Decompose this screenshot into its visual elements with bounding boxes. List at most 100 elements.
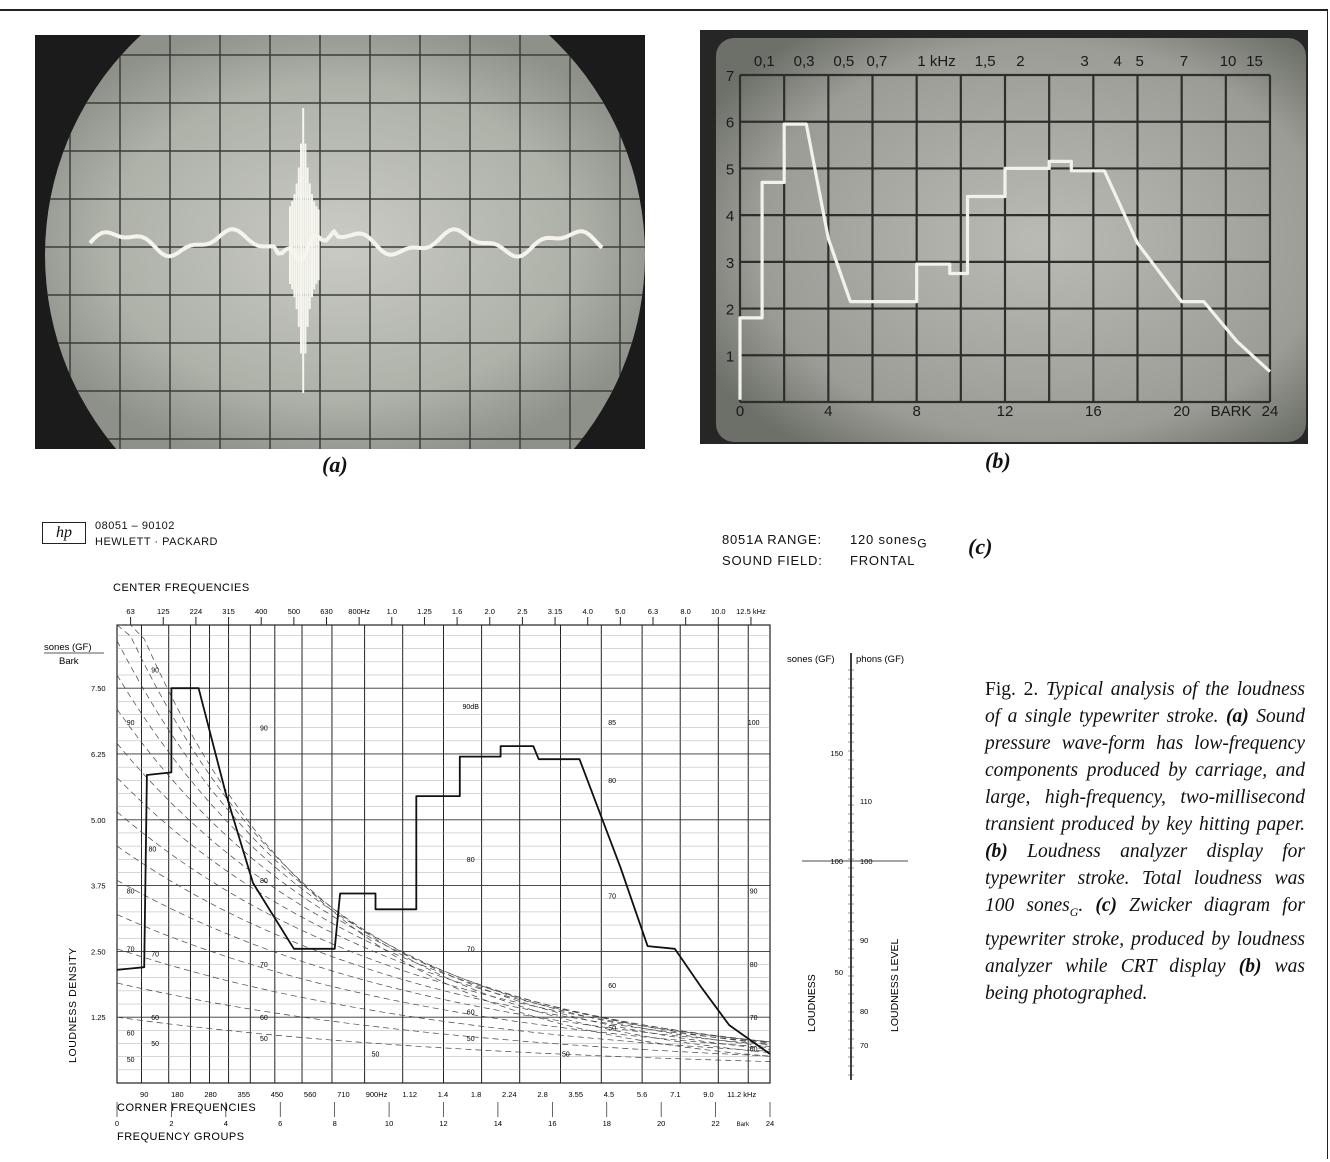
corner-frequency-label: 180: [171, 1090, 184, 1099]
db-label: 70: [127, 946, 135, 953]
db-label: 70: [467, 946, 475, 953]
frequency-group-label: 14: [494, 1119, 502, 1128]
frequency-group-label: 18: [603, 1119, 611, 1128]
top-tick-label: 7: [1180, 53, 1188, 70]
center-frequency-label: 1.25: [417, 607, 432, 616]
db-label: 60: [467, 1010, 475, 1017]
db-label: 80: [260, 878, 268, 885]
sones-tick-label: 100: [830, 857, 843, 866]
bottom-tick-label: 24: [1262, 403, 1279, 420]
corner-frequency-label: 450: [271, 1090, 284, 1099]
frequency-groups-title: FREQUENCY GROUPS: [117, 1131, 245, 1143]
corner-frequency-label: 1.12: [402, 1090, 417, 1099]
center-frequency-label: 4.0: [582, 607, 592, 616]
frequency-group-label: Bark: [737, 1122, 750, 1128]
y-tick-label: 6.25: [91, 750, 106, 759]
range-value: 120 sonesG: [850, 532, 928, 551]
center-frequency-label: 2.0: [485, 607, 495, 616]
center-frequency-label: 500: [288, 607, 301, 616]
center-frequency-label: 800Hz: [348, 607, 370, 616]
phons-tick-label: 90: [860, 936, 868, 945]
center-frequency-label: 10.0: [711, 607, 726, 616]
equal-loudness-curve: [116, 743, 771, 1043]
sones-tick-label: 50: [835, 968, 843, 977]
y-tick-label: 5.00: [91, 816, 106, 825]
left-tick-label: 4: [726, 208, 734, 225]
corner-frequency-label: 1.8: [471, 1090, 481, 1099]
db-label: 90: [151, 667, 159, 674]
phons-tick-label: 80: [860, 1007, 868, 1016]
left-tick-label: 1: [726, 348, 734, 365]
db-label: 90dB: [463, 704, 480, 711]
db-label: 60: [260, 1015, 268, 1022]
frequency-group-label: 24: [766, 1119, 774, 1128]
frequency-group-label: 16: [548, 1119, 556, 1128]
figure-caption: Fig. 2. Typical analysis of the loudness…: [985, 679, 1306, 1004]
db-label: 50: [372, 1052, 380, 1059]
caption-c: (c): [968, 534, 993, 559]
center-frequency-label: 2.5: [517, 607, 527, 616]
db-label: 70: [750, 1015, 758, 1022]
equal-loudness-curve: [116, 777, 771, 1043]
zwicker-diagram: CENTER FREQUENCIES 63 125 224 315 400 500 630 8…: [44, 582, 908, 1143]
phons-tick-label: 100: [860, 857, 873, 866]
y-unit-bottom: Bark: [59, 656, 79, 667]
bottom-tick-label: 4: [824, 403, 832, 420]
top-tick-label: 0,7: [866, 53, 887, 70]
sound-field-label: SOUND FIELD:: [722, 553, 823, 568]
db-label: 50: [151, 1041, 159, 1048]
top-tick-label: 2: [1016, 53, 1024, 70]
equal-loudness-curve: [116, 845, 771, 1044]
db-label: 80: [467, 857, 475, 864]
phons-tick-label: 70: [860, 1041, 868, 1050]
db-label: 80: [750, 962, 758, 969]
center-frequency-label: 630: [320, 607, 333, 616]
equal-loudness-curve: [116, 948, 771, 1052]
db-label: 50: [608, 1025, 616, 1032]
corner-frequency-label: 280: [204, 1090, 217, 1099]
equal-loudness-curve: [116, 982, 771, 1057]
center-frequency-label: 12.5 kHz: [736, 607, 766, 616]
top-tick-label: 1 kHz: [917, 53, 955, 70]
top-tick-label: 5: [1136, 53, 1144, 70]
center-frequency-label: 315: [222, 607, 235, 616]
center-frequencies-title: CENTER FREQUENCIES: [113, 582, 250, 594]
phons-scale-label: phons (GF): [856, 654, 904, 665]
top-tick-label: 3: [1080, 53, 1088, 70]
equal-loudness-curve: [116, 674, 771, 1047]
bottom-tick-label: 12: [997, 403, 1014, 420]
corner-frequency-label: 355: [238, 1090, 251, 1099]
bottom-tick-label: BARK: [1211, 403, 1252, 420]
caption-b: (b): [985, 448, 1011, 473]
top-tick-label: 0,5: [833, 53, 854, 70]
db-label: 50: [260, 1036, 268, 1043]
center-frequency-label: 63: [126, 607, 134, 616]
frequency-group-label: 0: [115, 1119, 119, 1128]
y-unit-top: sones (GF): [44, 642, 92, 653]
frequency-group-label: 2: [169, 1119, 173, 1128]
left-tick-label: 3: [726, 255, 734, 272]
frequency-group-label: 22: [711, 1119, 719, 1128]
db-label: 70: [260, 962, 268, 969]
corner-frequency-label: 3.55: [568, 1090, 583, 1099]
corner-frequency-label: 2.8: [537, 1090, 547, 1099]
corner-frequency-label: 560: [304, 1090, 317, 1099]
top-tick-label: 4: [1113, 53, 1121, 70]
db-label: 70: [151, 952, 159, 959]
corner-frequency-label: 90: [140, 1090, 148, 1099]
loudness-label: LOUDNESS: [806, 974, 818, 1032]
center-frequency-label: 5.0: [615, 607, 625, 616]
y-axis-label: LOUDNESS DENSITY: [67, 947, 79, 1063]
center-frequency-label: 125: [157, 607, 170, 616]
corner-frequency-label: 1.4: [438, 1090, 448, 1099]
db-label: 50: [562, 1052, 570, 1059]
db-label: 85: [608, 720, 616, 727]
equal-loudness-curve: [116, 1016, 771, 1062]
db-label: 70: [608, 894, 616, 901]
corner-frequency-label: 900Hz: [366, 1090, 388, 1099]
left-tick-label: 7: [726, 68, 734, 85]
y-tick-label: 1.25: [91, 1013, 106, 1022]
db-label: 100: [748, 720, 760, 727]
center-frequency-label: 8.0: [680, 607, 690, 616]
